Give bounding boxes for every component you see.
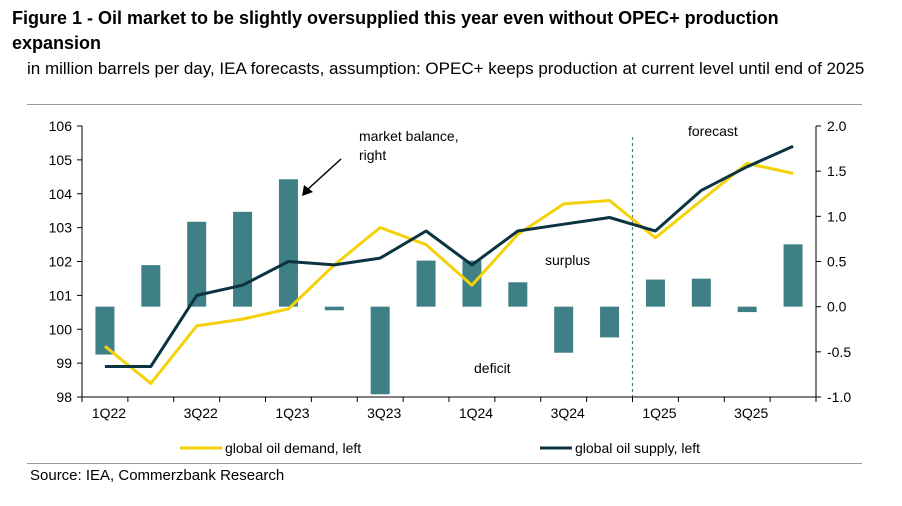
left-tick-label-104: 104	[49, 186, 73, 202]
balance-bar-1Q22	[95, 306, 115, 355]
left-tick-label-99: 99	[56, 355, 72, 371]
axes: 98 99 100 101 102 103 104 105 106 2.0 1.5 1.0 0.5 0.0…	[49, 118, 852, 421]
balance-annotation-line2: right	[359, 147, 386, 163]
right-tick-label-1.5: 1.5	[827, 163, 847, 179]
x-tick-label-1Q22: 1Q22	[92, 405, 126, 421]
demand-line	[103, 161, 794, 385]
balance-bar-2Q25	[691, 278, 711, 307]
right-tick-label--0.5: -0.5	[827, 344, 851, 360]
right-tick-label-0.0: 0.0	[827, 299, 847, 315]
source-note: Source: IEA, Commerzbank Research	[30, 467, 285, 484]
x-tick-label-1Q23: 1Q23	[275, 405, 309, 421]
surplus-label: surplus	[545, 252, 590, 268]
x-tick-label-3Q22: 3Q22	[184, 405, 218, 421]
chart: 98 99 100 101 102 103 104 105 106 2.0 1.5 1.0 0.5 0.0…	[49, 118, 852, 456]
right-tick-label-0.5: 0.5	[827, 254, 847, 270]
forecast-label: forecast	[688, 123, 738, 139]
annotation-arrow-line	[306, 158, 342, 191]
annotations: market balance, right forecast surplus d…	[302, 123, 738, 376]
balance-bar-3Q22	[187, 221, 207, 307]
bottom-rule	[27, 463, 862, 464]
supply-line	[104, 144, 794, 368]
x-tick-label-1Q25: 1Q25	[642, 405, 676, 421]
x-tick-label-3Q25: 3Q25	[734, 405, 768, 421]
balance-bar-3Q25	[737, 306, 757, 313]
balance-bar-4Q25	[783, 244, 803, 307]
left-tick-label-101: 101	[49, 287, 73, 303]
annotation-arrowhead	[302, 185, 313, 196]
right-tick-label-2.0: 2.0	[827, 118, 847, 134]
x-tick-label-3Q24: 3Q24	[551, 405, 585, 421]
legend: global oil demand, left global oil suppl…	[180, 440, 700, 456]
balance-annotation-line1: market balance,	[359, 128, 459, 144]
balance-bar-1Q25	[645, 279, 665, 307]
figure-title: Figure 1 - Oil market to be slightly ove…	[12, 8, 779, 53]
right-tick-label-1.0: 1.0	[827, 208, 847, 224]
balance-bar-4Q24	[600, 306, 620, 338]
left-tick-label-106: 106	[49, 118, 73, 134]
balance-bar-4Q22	[233, 211, 253, 307]
top-rule	[27, 104, 862, 105]
right-tick-label--1.0: -1.0	[827, 389, 851, 405]
balance-bar-2Q24	[508, 282, 528, 307]
left-tick-label-105: 105	[49, 152, 73, 168]
balance-bar-3Q24	[554, 306, 574, 353]
left-tick-label-98: 98	[56, 389, 72, 405]
balance-bars	[95, 179, 803, 395]
balance-bar-2Q22	[141, 265, 161, 307]
figure-subtitle: in million barrels per day, IEA forecast…	[27, 59, 865, 78]
legend-supply-label: global oil supply, left	[575, 440, 700, 456]
balance-bar-4Q23	[416, 260, 436, 307]
balance-bar-3Q23	[370, 306, 390, 395]
deficit-label: deficit	[474, 360, 511, 376]
balance-bar-1Q23	[278, 179, 298, 307]
series-lines	[103, 144, 794, 385]
x-tick-label-3Q23: 3Q23	[367, 405, 401, 421]
x-tick-label-1Q24: 1Q24	[459, 405, 493, 421]
left-tick-label-100: 100	[49, 321, 73, 337]
legend-demand-label: global oil demand, left	[225, 440, 361, 456]
left-tick-label-103: 103	[49, 220, 73, 236]
balance-bar-2Q23	[324, 306, 344, 311]
left-tick-label-102: 102	[49, 254, 73, 270]
